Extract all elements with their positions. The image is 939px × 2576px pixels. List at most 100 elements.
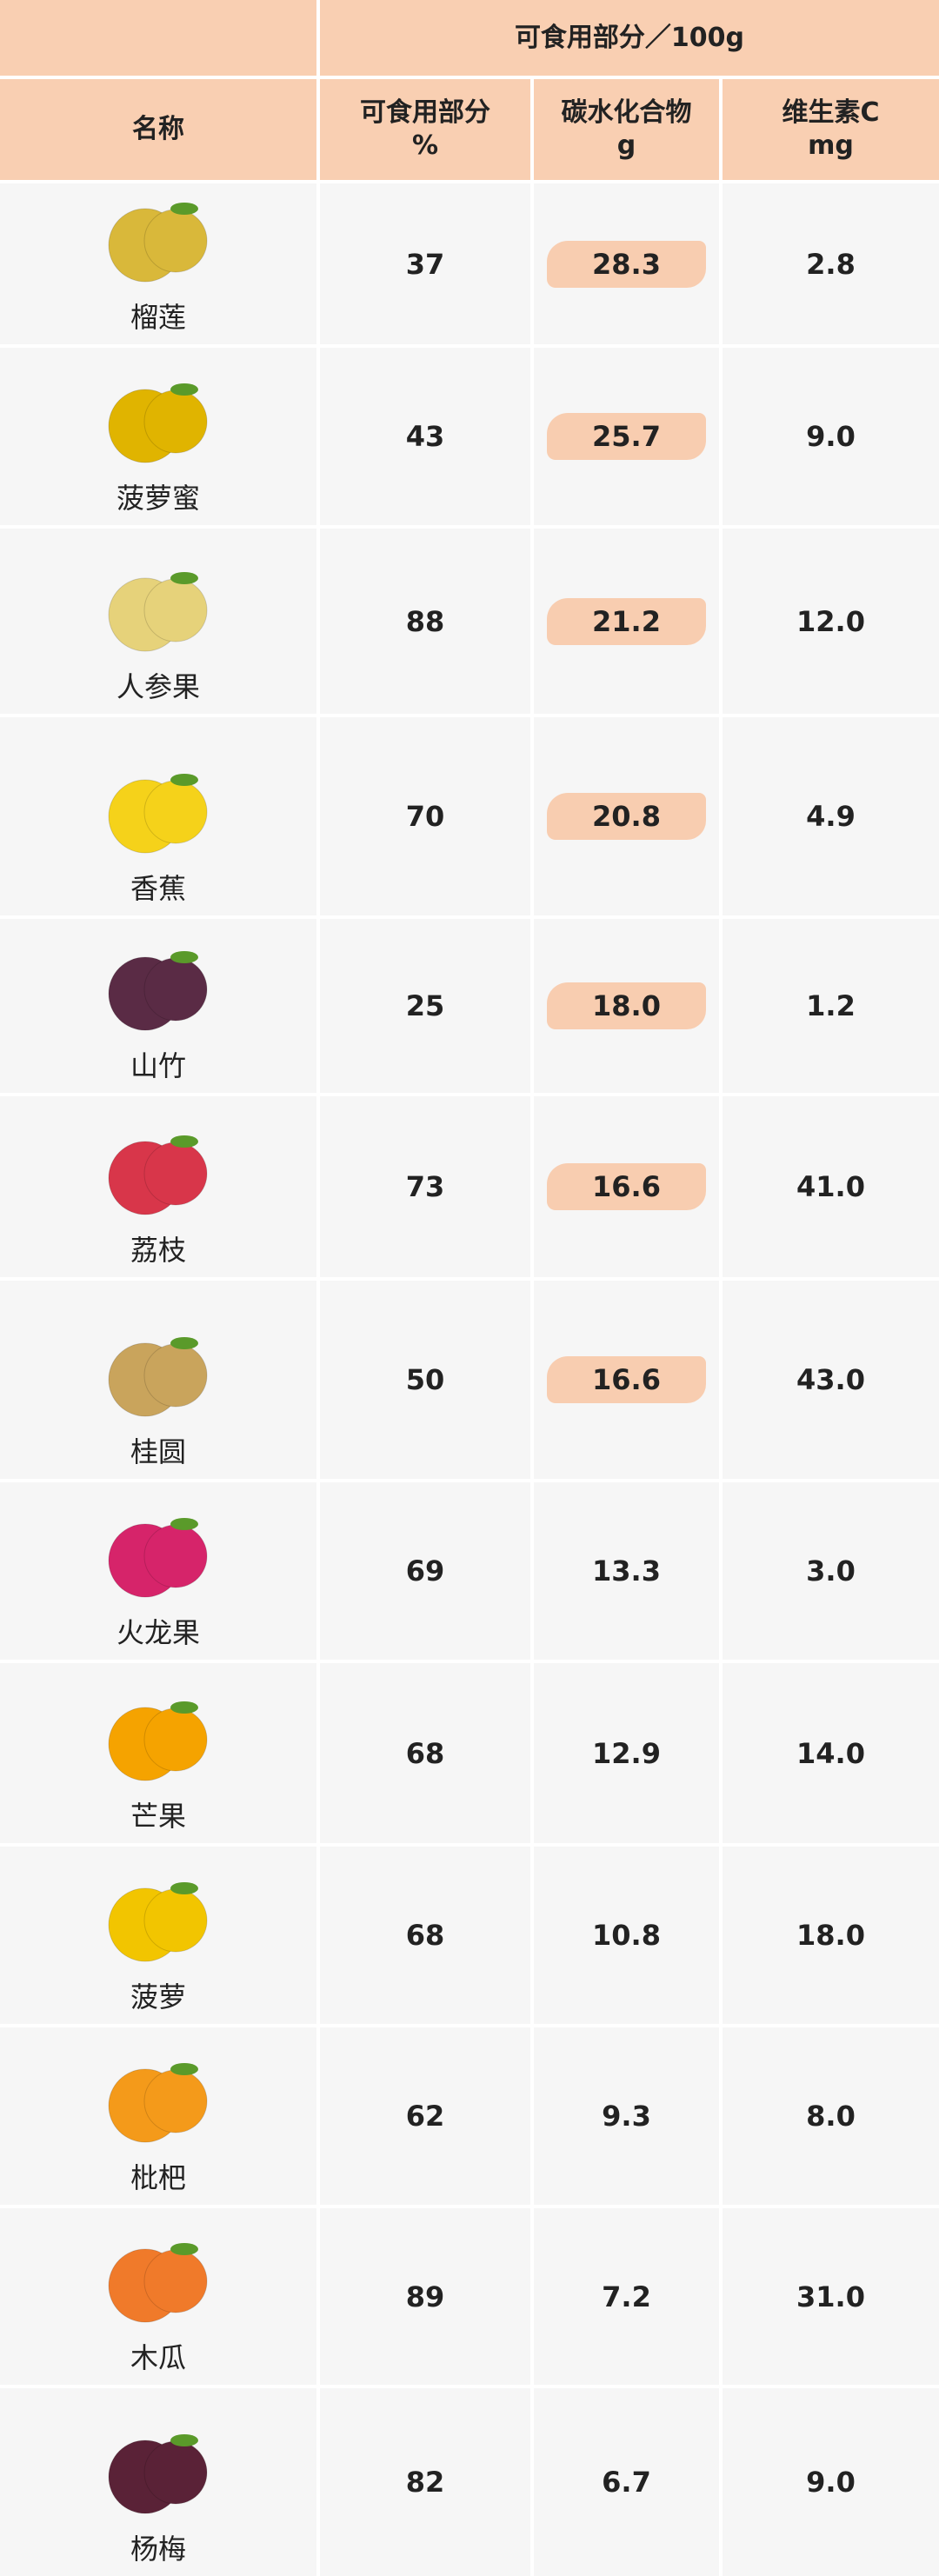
cell-text: 69 [405, 1554, 445, 1588]
cell-text: 88 [405, 604, 445, 638]
value-cell: 8.0 [723, 2027, 939, 2205]
cell-text: 62 [405, 2100, 445, 2133]
cell-text: 香蕉 [130, 872, 186, 905]
fruit-name: 杨梅 [0, 2388, 316, 2576]
cell-text: 1.2 [806, 989, 856, 1022]
cell-text: 82 [405, 2466, 445, 2499]
cell-text: 木瓜 [130, 2341, 186, 2374]
column-header: 可食用部分 % [320, 79, 530, 180]
cell-text: 菠萝蜜 [116, 482, 200, 515]
fruit-name: 榴莲 [0, 183, 316, 344]
cell-text: 68 [405, 1919, 445, 1952]
cell-text: 50 [405, 1363, 445, 1396]
cell-text: 21.2 [547, 597, 706, 645]
value-cell: 12.0 [723, 529, 939, 714]
cell-text: 70 [405, 800, 445, 833]
cell-text: 18.0 [796, 1919, 865, 1952]
cell-text: 山竹 [130, 1049, 186, 1082]
value-cell: 68 [320, 1847, 530, 2024]
cell-text: 25.7 [547, 413, 706, 460]
cell-text: 43.0 [796, 1363, 865, 1396]
cell-text: 6.7 [602, 2466, 651, 2499]
fruit-name: 菠萝蜜 [0, 348, 316, 525]
value-cell: 6.7 [534, 2388, 719, 2576]
cell-text: 8.0 [806, 2100, 856, 2133]
value-cell: 9.0 [723, 2388, 939, 2576]
cell-text: 13.3 [592, 1554, 661, 1588]
fruit-name: 荔枝 [0, 1096, 316, 1277]
cell-text: 12.0 [796, 604, 865, 638]
fruit-name: 火龙果 [0, 1482, 316, 1660]
fruit-icon [108, 1337, 208, 1417]
cell-text: 16.6 [547, 1163, 706, 1210]
cell-text: 2.8 [806, 247, 856, 281]
cell-text: 7.2 [602, 2280, 651, 2313]
value-cell: 62 [320, 2027, 530, 2205]
value-cell: 2.8 [723, 183, 939, 344]
fruit-icon [108, 1518, 208, 1598]
cell-text: 18.0 [547, 982, 706, 1029]
fruit-icon [108, 1882, 208, 1962]
value-cell: 18.0 [723, 1847, 939, 2024]
cell-text: 28.3 [547, 240, 706, 288]
value-cell: 16.6 [534, 1096, 719, 1277]
value-cell: 50 [320, 1281, 530, 1479]
value-cell: 18.0 [534, 919, 719, 1093]
fruit-name: 木瓜 [0, 2208, 316, 2385]
cell-text: 14.0 [796, 1736, 865, 1770]
cell-text: 41.0 [796, 1170, 865, 1203]
cell-text: 芒果 [130, 1800, 186, 1833]
cell-text: 37 [405, 247, 445, 281]
cell-text: 68 [405, 1736, 445, 1770]
value-cell: 9.0 [723, 348, 939, 525]
fruit-icon [108, 203, 208, 283]
value-cell: 41.0 [723, 1096, 939, 1277]
value-cell: 12.9 [534, 1663, 719, 1843]
column-header: 名称 [0, 79, 316, 180]
column-header: 维生素C mg [723, 79, 939, 180]
value-cell: 28.3 [534, 183, 719, 344]
fruit-name: 人参果 [0, 529, 316, 714]
cell-text: 榴莲 [130, 301, 186, 334]
fruit-icon [108, 572, 208, 652]
value-cell: 43.0 [723, 1281, 939, 1479]
fruit-icon [108, 774, 208, 854]
header-blank [0, 0, 316, 76]
value-cell: 69 [320, 1482, 530, 1660]
cell-text: 43 [405, 420, 445, 453]
value-cell: 1.2 [723, 919, 939, 1093]
cell-text: 73 [405, 1170, 445, 1203]
value-cell: 89 [320, 2208, 530, 2385]
fruit-icon [108, 2243, 208, 2323]
column-header: 碳水化合物 g [534, 79, 719, 180]
cell-text: 维生素C mg [782, 97, 880, 161]
fruit-name: 山竹 [0, 919, 316, 1093]
cell-text: 可食用部分 % [360, 97, 490, 161]
cell-text: 杨梅 [130, 2533, 186, 2566]
cell-text: 20.8 [547, 793, 706, 840]
cell-text: 桂圆 [130, 1435, 186, 1468]
value-cell: 43 [320, 348, 530, 525]
cell-text: 菠萝 [130, 1980, 186, 2014]
value-cell: 20.8 [534, 717, 719, 915]
fruit-icon [108, 383, 208, 463]
cell-text: 名称 [132, 114, 184, 144]
cell-text: 荔枝 [130, 1234, 186, 1267]
cell-text: 16.6 [547, 1356, 706, 1403]
value-cell: 21.2 [534, 529, 719, 714]
cell-text: 25 [405, 989, 445, 1022]
cell-text: 89 [405, 2280, 445, 2313]
group-header: 可食用部分／100g [320, 0, 939, 76]
fruit-icon [108, 951, 208, 1031]
value-cell: 88 [320, 529, 530, 714]
cell-text: 9.0 [806, 420, 856, 453]
fruit-icon [108, 1701, 208, 1781]
cell-text: 可食用部分／100g [514, 22, 745, 53]
value-cell: 73 [320, 1096, 530, 1277]
cell-text: 9.3 [602, 2100, 651, 2133]
fruit-name: 芒果 [0, 1663, 316, 1843]
value-cell: 9.3 [534, 2027, 719, 2205]
fruit-icon [108, 2434, 208, 2514]
value-cell: 25.7 [534, 348, 719, 525]
value-cell: 68 [320, 1663, 530, 1843]
